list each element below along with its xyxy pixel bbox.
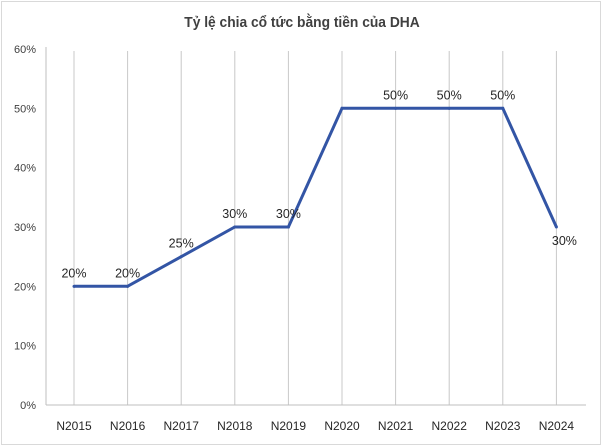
- data-label-n2022: 50%: [437, 88, 462, 102]
- x-tick-label: N2018: [217, 419, 253, 433]
- x-tick-label: N2019: [271, 419, 307, 433]
- y-tick-label: 40%: [14, 163, 36, 175]
- data-label-n2016: 20%: [115, 266, 140, 280]
- data-point-n2018: [233, 225, 237, 229]
- x-tick-label: N2023: [485, 419, 521, 433]
- y-tick-label: 30%: [14, 222, 36, 234]
- y-tick-label: 60%: [14, 44, 36, 56]
- data-label-n2021: 50%: [383, 88, 408, 102]
- data-label-n2023: 50%: [490, 88, 515, 102]
- data-point-n2019: [286, 225, 290, 229]
- y-tick-label: 50%: [14, 103, 36, 115]
- data-point-n2021: [394, 106, 398, 110]
- x-tick-label: N2015: [56, 419, 92, 433]
- data-point-n2016: [126, 284, 130, 288]
- x-tick-label: N2016: [110, 419, 146, 433]
- y-tick-label: 10%: [14, 341, 36, 353]
- data-label-n2017: 25%: [169, 237, 194, 251]
- data-label-n2024: 30%: [552, 234, 577, 248]
- data-point-n2015: [72, 284, 76, 288]
- data-label-n2019: 30%: [276, 207, 301, 221]
- chart-title: Tỷ lệ chia cổ tức bằng tiền của DHA: [184, 14, 420, 31]
- label-layer: 20% 20% 25% 30% 30% 50% 50% 50% 30%: [61, 88, 576, 280]
- data-point-n2024: [554, 225, 558, 229]
- x-tick-label: N2024: [539, 419, 575, 433]
- data-point-n2022: [447, 106, 451, 110]
- series-line: [74, 106, 558, 288]
- axis-layer: 0% 10% 20% 30% 40% 50% 60% N2015 N2016 N2017 N2018…: [14, 44, 586, 433]
- grid-layer: [73, 51, 557, 405]
- y-tick-label: 20%: [14, 281, 36, 293]
- x-tick-label: N2021: [378, 419, 414, 433]
- data-label-n2018: 30%: [222, 207, 247, 221]
- x-tick-label: N2020: [324, 419, 360, 433]
- x-tick-label: N2022: [432, 419, 468, 433]
- y-tick-label: 0%: [20, 400, 36, 412]
- data-point-n2023: [501, 106, 505, 110]
- data-point-n2020: [340, 106, 344, 110]
- data-label-n2015: 20%: [61, 266, 86, 280]
- data-point-n2017: [179, 255, 183, 259]
- series-layer: [72, 106, 558, 288]
- x-tick-label: N2017: [164, 419, 200, 433]
